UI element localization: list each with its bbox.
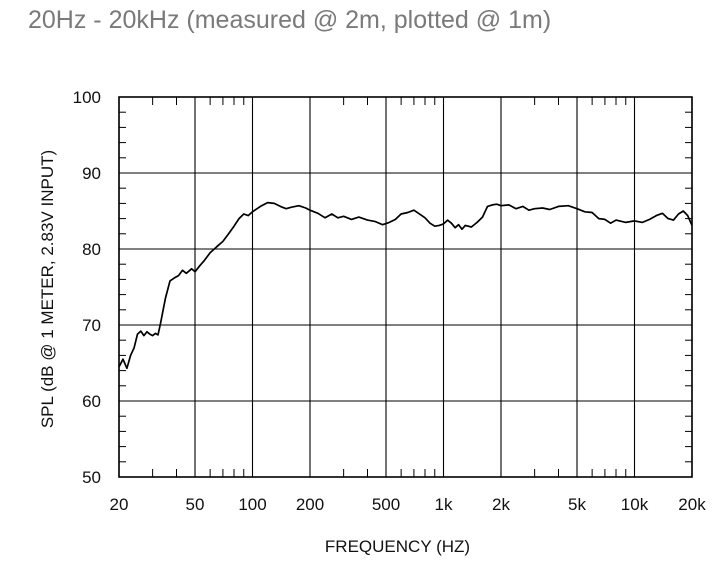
x-tick-label: 20k	[678, 495, 706, 514]
minor-ticks	[118, 97, 693, 477]
y-axis-label: SPL (dB @ 1 METER, 2.83V INPUT)	[38, 150, 57, 428]
y-tick-label: 60	[82, 392, 101, 411]
y-tick-label: 90	[82, 164, 101, 183]
y-tick-label: 80	[82, 240, 101, 259]
x-tick-label: 20	[110, 495, 129, 514]
x-tick-label: 2k	[492, 495, 510, 514]
plot-frame	[118, 96, 693, 478]
x-axis-label: FREQUENCY (HZ)	[325, 537, 470, 556]
x-tick-label: 50	[186, 495, 205, 514]
y-tick-label: 100	[73, 88, 101, 107]
page-title: 20Hz - 20kHz (measured @ 2m, plotted @ 1…	[28, 6, 552, 34]
x-tick-labels: 20 50 100 200 500 1k 2k 5k 10k 20k	[110, 495, 707, 514]
x-tick-label: 1k	[435, 495, 453, 514]
x-tick-label: 100	[238, 495, 266, 514]
x-tick-label: 200	[296, 495, 324, 514]
y-tick-labels: 50 60 70 80 90 100	[73, 88, 101, 487]
x-tick-label: 10k	[621, 495, 649, 514]
grid-lines	[118, 96, 693, 478]
x-tick-label: 500	[372, 495, 400, 514]
x-tick-label: 5k	[568, 495, 586, 514]
response-curve	[118, 201, 693, 370]
y-tick-label: 50	[82, 468, 101, 487]
y-tick-label: 70	[82, 316, 101, 335]
